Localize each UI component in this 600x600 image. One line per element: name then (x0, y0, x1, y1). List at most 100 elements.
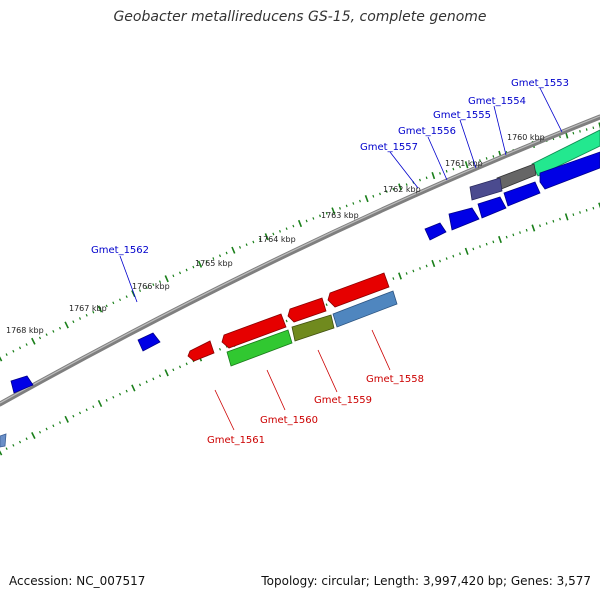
scale-tick-minor (112, 395, 115, 399)
gene-label-gmet-1560[interactable]: Gmet_1560 (260, 415, 318, 426)
scale-tick-minor (85, 408, 88, 412)
scale-tick-minor (78, 317, 82, 320)
scale-tick-minor (445, 257, 448, 260)
scale-tick-minor (38, 336, 42, 340)
scale-tick-minor (125, 295, 128, 299)
gene-feature-reverse-edge[interactable] (0, 433, 7, 448)
scale-tick-minor (425, 264, 428, 268)
gene-feature-forward-blue-1[interactable] (539, 151, 600, 190)
scale-tick-major (97, 399, 103, 408)
gene-feature-gmet-1562[interactable] (137, 332, 161, 352)
scale-tick-major (164, 369, 169, 377)
scale-tick-minor (305, 219, 308, 223)
scale-tick-major (498, 235, 502, 244)
scale-tick-minor (72, 414, 75, 418)
genome-title: Geobacter metallireducens GS-15, complet… (113, 9, 487, 25)
gene-feature-gmet-1555[interactable] (469, 177, 503, 201)
genome-backbone-highlight (0, 115, 600, 404)
scale-tick-major (598, 202, 600, 209)
gene-label-gmet-1553[interactable]: Gmet_1553 (511, 78, 569, 89)
scale-tick-minor (472, 247, 475, 251)
scale-tick-major (431, 259, 436, 268)
scale-tick-minor (345, 204, 348, 208)
scale-tick-minor (479, 159, 481, 162)
gene-feature-forward-blue-3[interactable] (477, 196, 507, 219)
scale-label-1766: 1766 kbp (132, 282, 170, 291)
scale-tick-minor (178, 365, 182, 369)
scale-label-1760: 1760 kbp (507, 133, 545, 142)
gene-label-gmet-1561[interactable]: Gmet_1561 (207, 435, 265, 446)
scale-tick-minor (505, 235, 508, 239)
scale-tick-minor (178, 271, 182, 275)
gene-feature-forward-blue-2[interactable] (503, 181, 541, 207)
scale-tick-major (31, 337, 36, 345)
gene-feature-gmet-1553[interactable] (531, 129, 600, 177)
scale-tick-minor (545, 222, 548, 225)
gene-label-gmet-1555[interactable]: Gmet_1555 (433, 110, 491, 121)
scale-tick-minor (105, 304, 108, 308)
scale-tick-minor (559, 217, 561, 221)
gene-feature-gmet-1558[interactable] (332, 290, 398, 328)
scale-tick-minor (485, 242, 488, 246)
scale-tick-minor (585, 209, 588, 212)
scale-tick-minor (379, 192, 381, 196)
scale-tick-major (398, 183, 402, 191)
scale-tick-major (0, 450, 3, 456)
scale-tick-minor (118, 298, 122, 302)
scale-tick-minor (452, 254, 455, 258)
scale-label-1761: 1761 kbp (445, 159, 483, 168)
scale-tick-minor (572, 213, 575, 216)
gene-feature-reverse-red-1[interactable] (327, 272, 390, 308)
label-line-gmet-1562 (119, 255, 138, 303)
scale-tick-minor (339, 207, 341, 210)
scale-tick-minor (18, 440, 22, 444)
scale-tick-minor (472, 161, 475, 164)
scale-tick-minor (439, 172, 441, 175)
gene-label-gmet-1556[interactable]: Gmet_1556 (398, 126, 456, 137)
label-line-gmet-1555 (459, 119, 477, 169)
scale-tick-minor (552, 219, 555, 223)
gene-feature-reverse-red-2[interactable] (287, 297, 327, 323)
scale-tick-minor (479, 245, 481, 248)
gene-feature-reverse-red-3[interactable] (221, 313, 287, 349)
gene-label-gmet-1554[interactable]: Gmet_1554 (468, 96, 526, 107)
gene-feature-gmet-1560[interactable] (226, 329, 293, 367)
scale-tick-minor (285, 319, 288, 323)
scale-tick-minor (452, 167, 455, 171)
scale-tick-major (31, 432, 36, 439)
scale-tick-minor (585, 128, 588, 131)
scale-tick-minor (492, 240, 495, 244)
scale-tick-minor (12, 444, 15, 447)
gene-feature-forward-blue-6[interactable] (10, 375, 34, 394)
scale-tick-minor (445, 169, 448, 173)
scale-tick-minor (525, 228, 528, 232)
gene-feature-forward-blue-4[interactable] (448, 207, 480, 231)
scale-tick-major (131, 384, 136, 392)
genome-backbone (0, 114, 600, 407)
scale-tick-minor (559, 135, 561, 139)
scale-tick-minor (118, 392, 122, 396)
scale-tick-minor (218, 254, 222, 258)
accession-text: Accession: NC_007517 (9, 574, 146, 588)
gene-label-gmet-1557[interactable]: Gmet_1557 (360, 142, 418, 153)
scale-tick-minor (158, 374, 162, 378)
scale-tick-minor (459, 165, 461, 169)
scale-tick-minor (392, 187, 395, 191)
gene-feature-gmet-1559[interactable] (291, 314, 335, 342)
gene-feature-reverse-red-4[interactable] (187, 340, 215, 362)
scale-label-1765: 1765 kbp (195, 259, 233, 268)
scale-tick-minor (152, 283, 155, 286)
scale-tick-minor (185, 268, 188, 272)
gene-label-gmet-1562[interactable]: Gmet_1562 (91, 245, 149, 256)
label-line-gmet-1557 (389, 151, 419, 189)
scale-tick-minor (18, 346, 22, 350)
gene-label-gmet-1559[interactable]: Gmet_1559 (314, 395, 372, 406)
scale-tick-minor (392, 277, 395, 280)
gene-feature-forward-blue-5[interactable] (424, 222, 447, 241)
scale-tick-minor (292, 224, 295, 228)
label-line-gmet-1561 (214, 389, 235, 431)
scale-tick-minor (312, 217, 315, 220)
gene-label-gmet-1558[interactable]: Gmet_1558 (366, 374, 424, 385)
scale-tick-minor (205, 260, 208, 263)
